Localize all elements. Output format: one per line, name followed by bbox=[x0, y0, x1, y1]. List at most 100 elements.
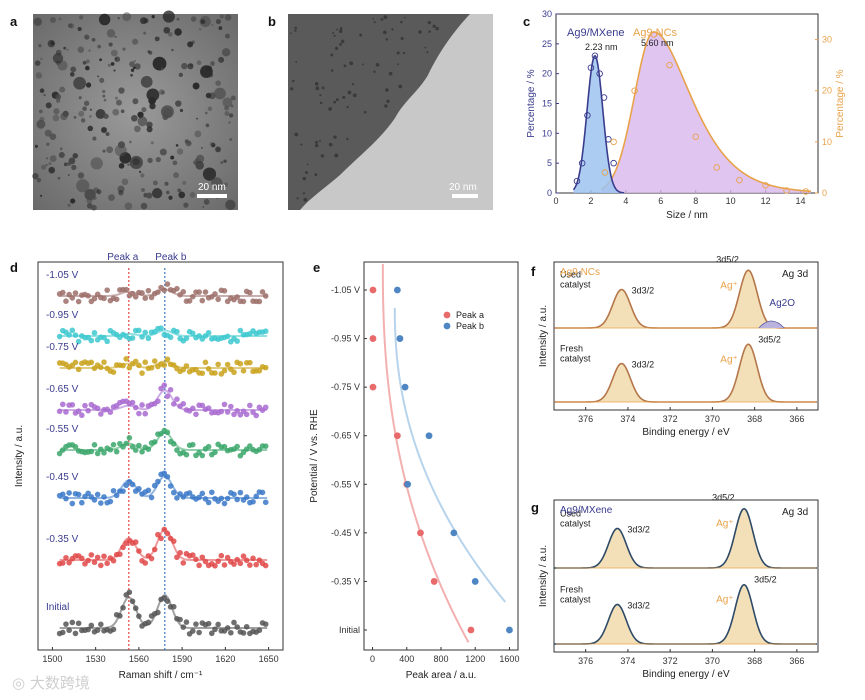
tem-particle bbox=[214, 87, 226, 100]
point-peak-b bbox=[404, 480, 412, 488]
spectrum-point bbox=[174, 396, 180, 402]
tem-particle bbox=[152, 188, 163, 199]
ag9-ncs-point bbox=[631, 87, 638, 94]
tem-particle bbox=[59, 147, 63, 151]
series-ag9-mxene-fill bbox=[573, 55, 625, 194]
tem-particle bbox=[170, 155, 175, 160]
tem-particle bbox=[112, 108, 120, 116]
spectrum-point bbox=[91, 559, 98, 566]
panel-c-size-distribution: 0 2 4 6 8 10 12 14 0 5 10 15 20 25 30 0 10 20 30 Size / nm P… bbox=[526, 9, 846, 221]
spectrum-point bbox=[158, 535, 164, 542]
trace-label: catalyst bbox=[560, 518, 591, 528]
spectrum-point bbox=[120, 544, 126, 551]
tem-particle bbox=[132, 98, 139, 105]
spectrum-point bbox=[59, 289, 66, 296]
spectrum-point bbox=[94, 405, 101, 412]
spectrum-point bbox=[240, 367, 247, 374]
series-ag9-ncs-curve bbox=[600, 31, 812, 193]
spectrum-point bbox=[240, 553, 247, 560]
tem-particle bbox=[228, 113, 234, 118]
tem-particle bbox=[314, 173, 318, 177]
tem-particle bbox=[315, 140, 319, 144]
tem-particle bbox=[174, 28, 182, 36]
spectrum-point bbox=[218, 495, 225, 502]
spectrum-point bbox=[234, 338, 240, 344]
xps-trace bbox=[554, 343, 817, 403]
tem-particle bbox=[339, 29, 343, 33]
tem-particle bbox=[150, 141, 154, 145]
tem-particle bbox=[229, 137, 233, 141]
spectrum-point bbox=[132, 605, 139, 612]
tem-particle bbox=[319, 101, 323, 105]
tem-particle bbox=[195, 161, 205, 170]
spectrum-point bbox=[75, 338, 82, 345]
spectrum-point bbox=[221, 367, 228, 374]
spectrum-point bbox=[180, 366, 187, 373]
spectrum-point bbox=[253, 493, 259, 500]
y-right-tick-label: 20 bbox=[822, 86, 832, 96]
legend-label: Peak b bbox=[456, 321, 484, 331]
tem-particle bbox=[428, 30, 431, 33]
panel-d-letter: d bbox=[10, 260, 18, 275]
spectrum-point bbox=[107, 446, 114, 453]
tem-particle bbox=[342, 95, 346, 99]
tem-particle bbox=[78, 15, 84, 20]
point-peak-a bbox=[430, 578, 438, 585]
peak-label: 3d5/2 bbox=[716, 254, 739, 264]
y-tick-label: -0.95 V bbox=[331, 334, 360, 344]
spectrum-point bbox=[161, 362, 168, 368]
spectrum-point bbox=[117, 613, 123, 619]
tem-particle bbox=[162, 114, 169, 121]
tem-particle bbox=[148, 96, 156, 105]
spectrum-point bbox=[196, 289, 202, 295]
spectrum-point bbox=[151, 439, 158, 445]
tem-particle bbox=[296, 197, 299, 200]
y-right-tick-label: 0 bbox=[822, 188, 827, 198]
annotation-ag2o: Ag2O bbox=[769, 298, 795, 309]
spectrum-point bbox=[56, 408, 63, 415]
tem-particle bbox=[69, 72, 75, 77]
spectrum-point bbox=[136, 613, 142, 619]
series-label: -0.95 V bbox=[46, 310, 79, 321]
spectrum-point bbox=[69, 500, 76, 507]
tem-particle bbox=[63, 46, 67, 50]
tem-particle bbox=[133, 59, 136, 63]
tem-particle bbox=[294, 29, 297, 32]
tem-particle bbox=[130, 73, 133, 77]
spectrum-point bbox=[155, 609, 161, 616]
panel-b-scale-bar: 20 nm bbox=[449, 182, 477, 193]
tem-particle bbox=[336, 28, 339, 31]
tem-particle bbox=[314, 82, 319, 86]
spectrum-point bbox=[132, 404, 139, 411]
ag9-ncs-point bbox=[783, 187, 790, 194]
tem-particle bbox=[211, 23, 214, 27]
tem-particle bbox=[110, 49, 118, 57]
tem-particle bbox=[117, 17, 120, 20]
spectrum-point bbox=[91, 330, 98, 336]
panel-a-letter: a bbox=[10, 14, 18, 29]
series-label: -0.65 V bbox=[46, 384, 79, 395]
tem-particle bbox=[84, 34, 90, 40]
spectrum-point bbox=[63, 298, 69, 305]
tem-particle bbox=[218, 56, 225, 63]
x-tick-label: 1560 bbox=[129, 654, 149, 664]
tem-particle bbox=[71, 164, 77, 171]
y-left-axis-label: Percentage / % bbox=[526, 69, 537, 137]
ag9-mxene-point bbox=[600, 94, 608, 101]
x-tick-label: 1200 bbox=[465, 654, 485, 664]
tem-particle bbox=[101, 127, 107, 133]
tem-particle bbox=[128, 140, 132, 144]
tem-particle bbox=[294, 26, 297, 30]
spectrum-point bbox=[221, 562, 228, 568]
spectrum-point bbox=[85, 490, 91, 497]
x-tick-label: 14 bbox=[796, 196, 806, 206]
spectrum-point bbox=[139, 448, 145, 455]
spectrum-point bbox=[59, 401, 66, 408]
spectrum-point bbox=[148, 365, 155, 371]
spectrum-point bbox=[202, 558, 209, 565]
tem-particle bbox=[46, 157, 49, 160]
tem-particle bbox=[339, 42, 342, 46]
trace-label: Fresh bbox=[560, 344, 583, 354]
tem-particle bbox=[146, 192, 153, 199]
spectrum-point bbox=[145, 487, 152, 494]
